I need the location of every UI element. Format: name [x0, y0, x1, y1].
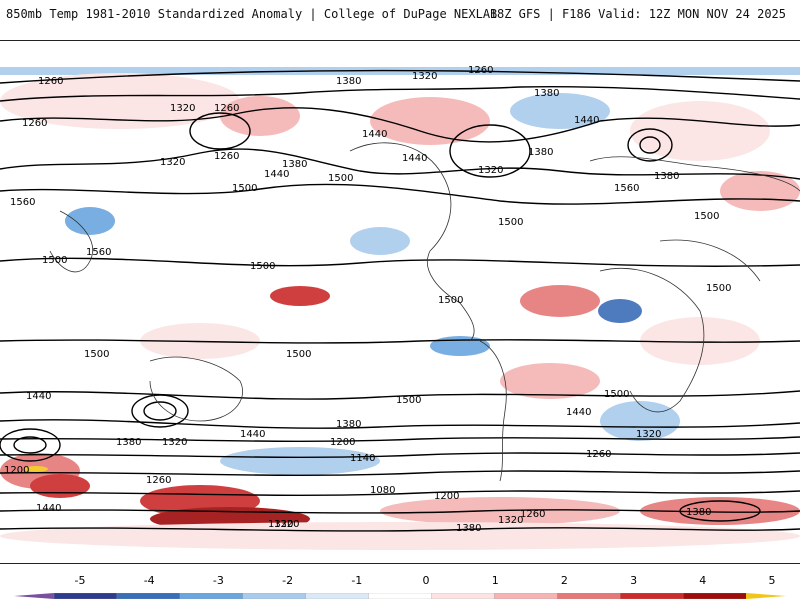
contour-label: 1200 [4, 465, 29, 476]
contour-label: 1380 [116, 437, 141, 448]
contour-label: 1440 [264, 169, 289, 180]
colorbar-left-arrow [14, 593, 54, 599]
contour-label: 1380 [686, 507, 711, 518]
contour-label: 1560 [614, 183, 639, 194]
contour-label: 1320 [636, 429, 661, 440]
contour-label: 1320 [274, 519, 299, 530]
colorbar-tick-label: 0 [422, 574, 430, 587]
colorbar-swatch [116, 593, 181, 599]
colorbar-swatch [557, 593, 621, 599]
contour-label: 1320 [170, 103, 195, 114]
colorbar-tick-label: 3 [630, 574, 638, 587]
contour-label: 1260 [214, 103, 239, 114]
contour-label: 1200 [434, 491, 459, 502]
contour-label: 1440 [574, 115, 599, 126]
anomaly-map[interactable]: 1260 1380 1320 1260 1380 1320 1260 1440 … [0, 40, 800, 564]
contour-label: 1320 [412, 71, 437, 82]
colorbar-tick-label: 1 [491, 574, 499, 587]
colorbar-tick-label: -5 [74, 574, 86, 587]
map-title: 850mb Temp 1981-2010 Standardized Anomal… [6, 7, 498, 21]
colorbar-swatch [620, 593, 684, 599]
contour-label: 1320 [268, 519, 293, 530]
contour-label: 1500 [396, 395, 421, 406]
colorbar-tick-label: -1 [351, 574, 363, 587]
contour-labels: 1260 1380 1320 1260 1380 1320 1260 1440 … [4, 65, 731, 534]
contour-label: 1080 [370, 485, 395, 496]
colorbar-tick-label: 5 [768, 574, 776, 587]
contour-label: 1500 [42, 255, 67, 266]
anomaly-shading [0, 67, 800, 550]
header: 850mb Temp 1981-2010 Standardized Anomal… [0, 0, 800, 40]
colorbar-swatch [494, 593, 558, 599]
contour-label: 1380 [534, 88, 559, 99]
colorbar-scale [14, 593, 786, 599]
contour-label: 1260 [520, 509, 545, 520]
contour-label: 1380 [654, 171, 679, 182]
contour-label: 1260 [586, 449, 611, 460]
contour-label: 1320 [478, 165, 503, 176]
contour-label: 1500 [694, 211, 719, 222]
colorbar-tick-label: 4 [699, 574, 707, 587]
contour-label: 1560 [10, 197, 35, 208]
contour-label: 1380 [528, 147, 553, 158]
contour-label: 1440 [240, 429, 265, 440]
contour-label: 1500 [232, 183, 257, 194]
colorbar-swatch [305, 593, 370, 599]
contour-label: 1380 [456, 523, 481, 534]
contour-label: 1500 [438, 295, 463, 306]
colorbar-tick-label: 2 [560, 574, 568, 587]
contour-label: 1500 [250, 261, 275, 272]
colorbar-swatch [682, 593, 747, 599]
colorbar-tick-label: -3 [212, 574, 224, 587]
height-contours [0, 69, 800, 532]
contour-label: 1260 [38, 76, 63, 87]
contour-label: 1380 [282, 159, 307, 170]
contour-label: 1320 [160, 157, 185, 168]
colorbar-swatch [242, 593, 307, 599]
contour-label: 1500 [498, 217, 523, 228]
contour-label: 1260 [22, 118, 47, 129]
colorbar-swatch [431, 593, 496, 599]
contour-label: 1440 [26, 391, 51, 402]
contour-label: 1500 [706, 283, 731, 294]
colorbar-swatch [53, 593, 118, 599]
map-canvas: 1260 1380 1320 1260 1380 1320 1260 1440 … [0, 41, 800, 563]
contour-label: 1560 [86, 247, 111, 258]
colorbar: -5 -4 -3 -2 -1 0 1 2 3 4 5 [0, 564, 800, 600]
contour-label: 1200 [330, 437, 355, 448]
colorbar-tick-label: -2 [282, 574, 294, 587]
contour-label: 1440 [36, 503, 61, 514]
contour-label: 1260 [468, 65, 493, 76]
coastlines [49, 142, 800, 482]
contour-label: 1440 [402, 153, 427, 164]
colorbar-swatch [368, 593, 433, 599]
colorbar-swatch [179, 593, 244, 599]
contour-label: 1500 [604, 389, 629, 400]
contour-label: 1500 [286, 349, 311, 360]
contour-label: 1260 [146, 475, 171, 486]
contour-label: 1440 [566, 407, 591, 418]
contour-label: 1380 [336, 76, 361, 87]
contour-label: 1500 [328, 173, 353, 184]
colorbar-right-arrow [746, 593, 786, 599]
contour-label: 1500 [84, 349, 109, 360]
contour-label: 1260 [214, 151, 239, 162]
colorbar-tick-label: -4 [143, 574, 155, 587]
contour-label: 1320 [162, 437, 187, 448]
contour-label: 1140 [350, 453, 375, 464]
model-run-info: 18Z GFS | F186 Valid: 12Z MON NOV 24 202… [489, 7, 786, 21]
contour-label: 1320 [498, 515, 523, 526]
contour-label: 1380 [336, 419, 361, 430]
contour-label: 1440 [362, 129, 387, 140]
